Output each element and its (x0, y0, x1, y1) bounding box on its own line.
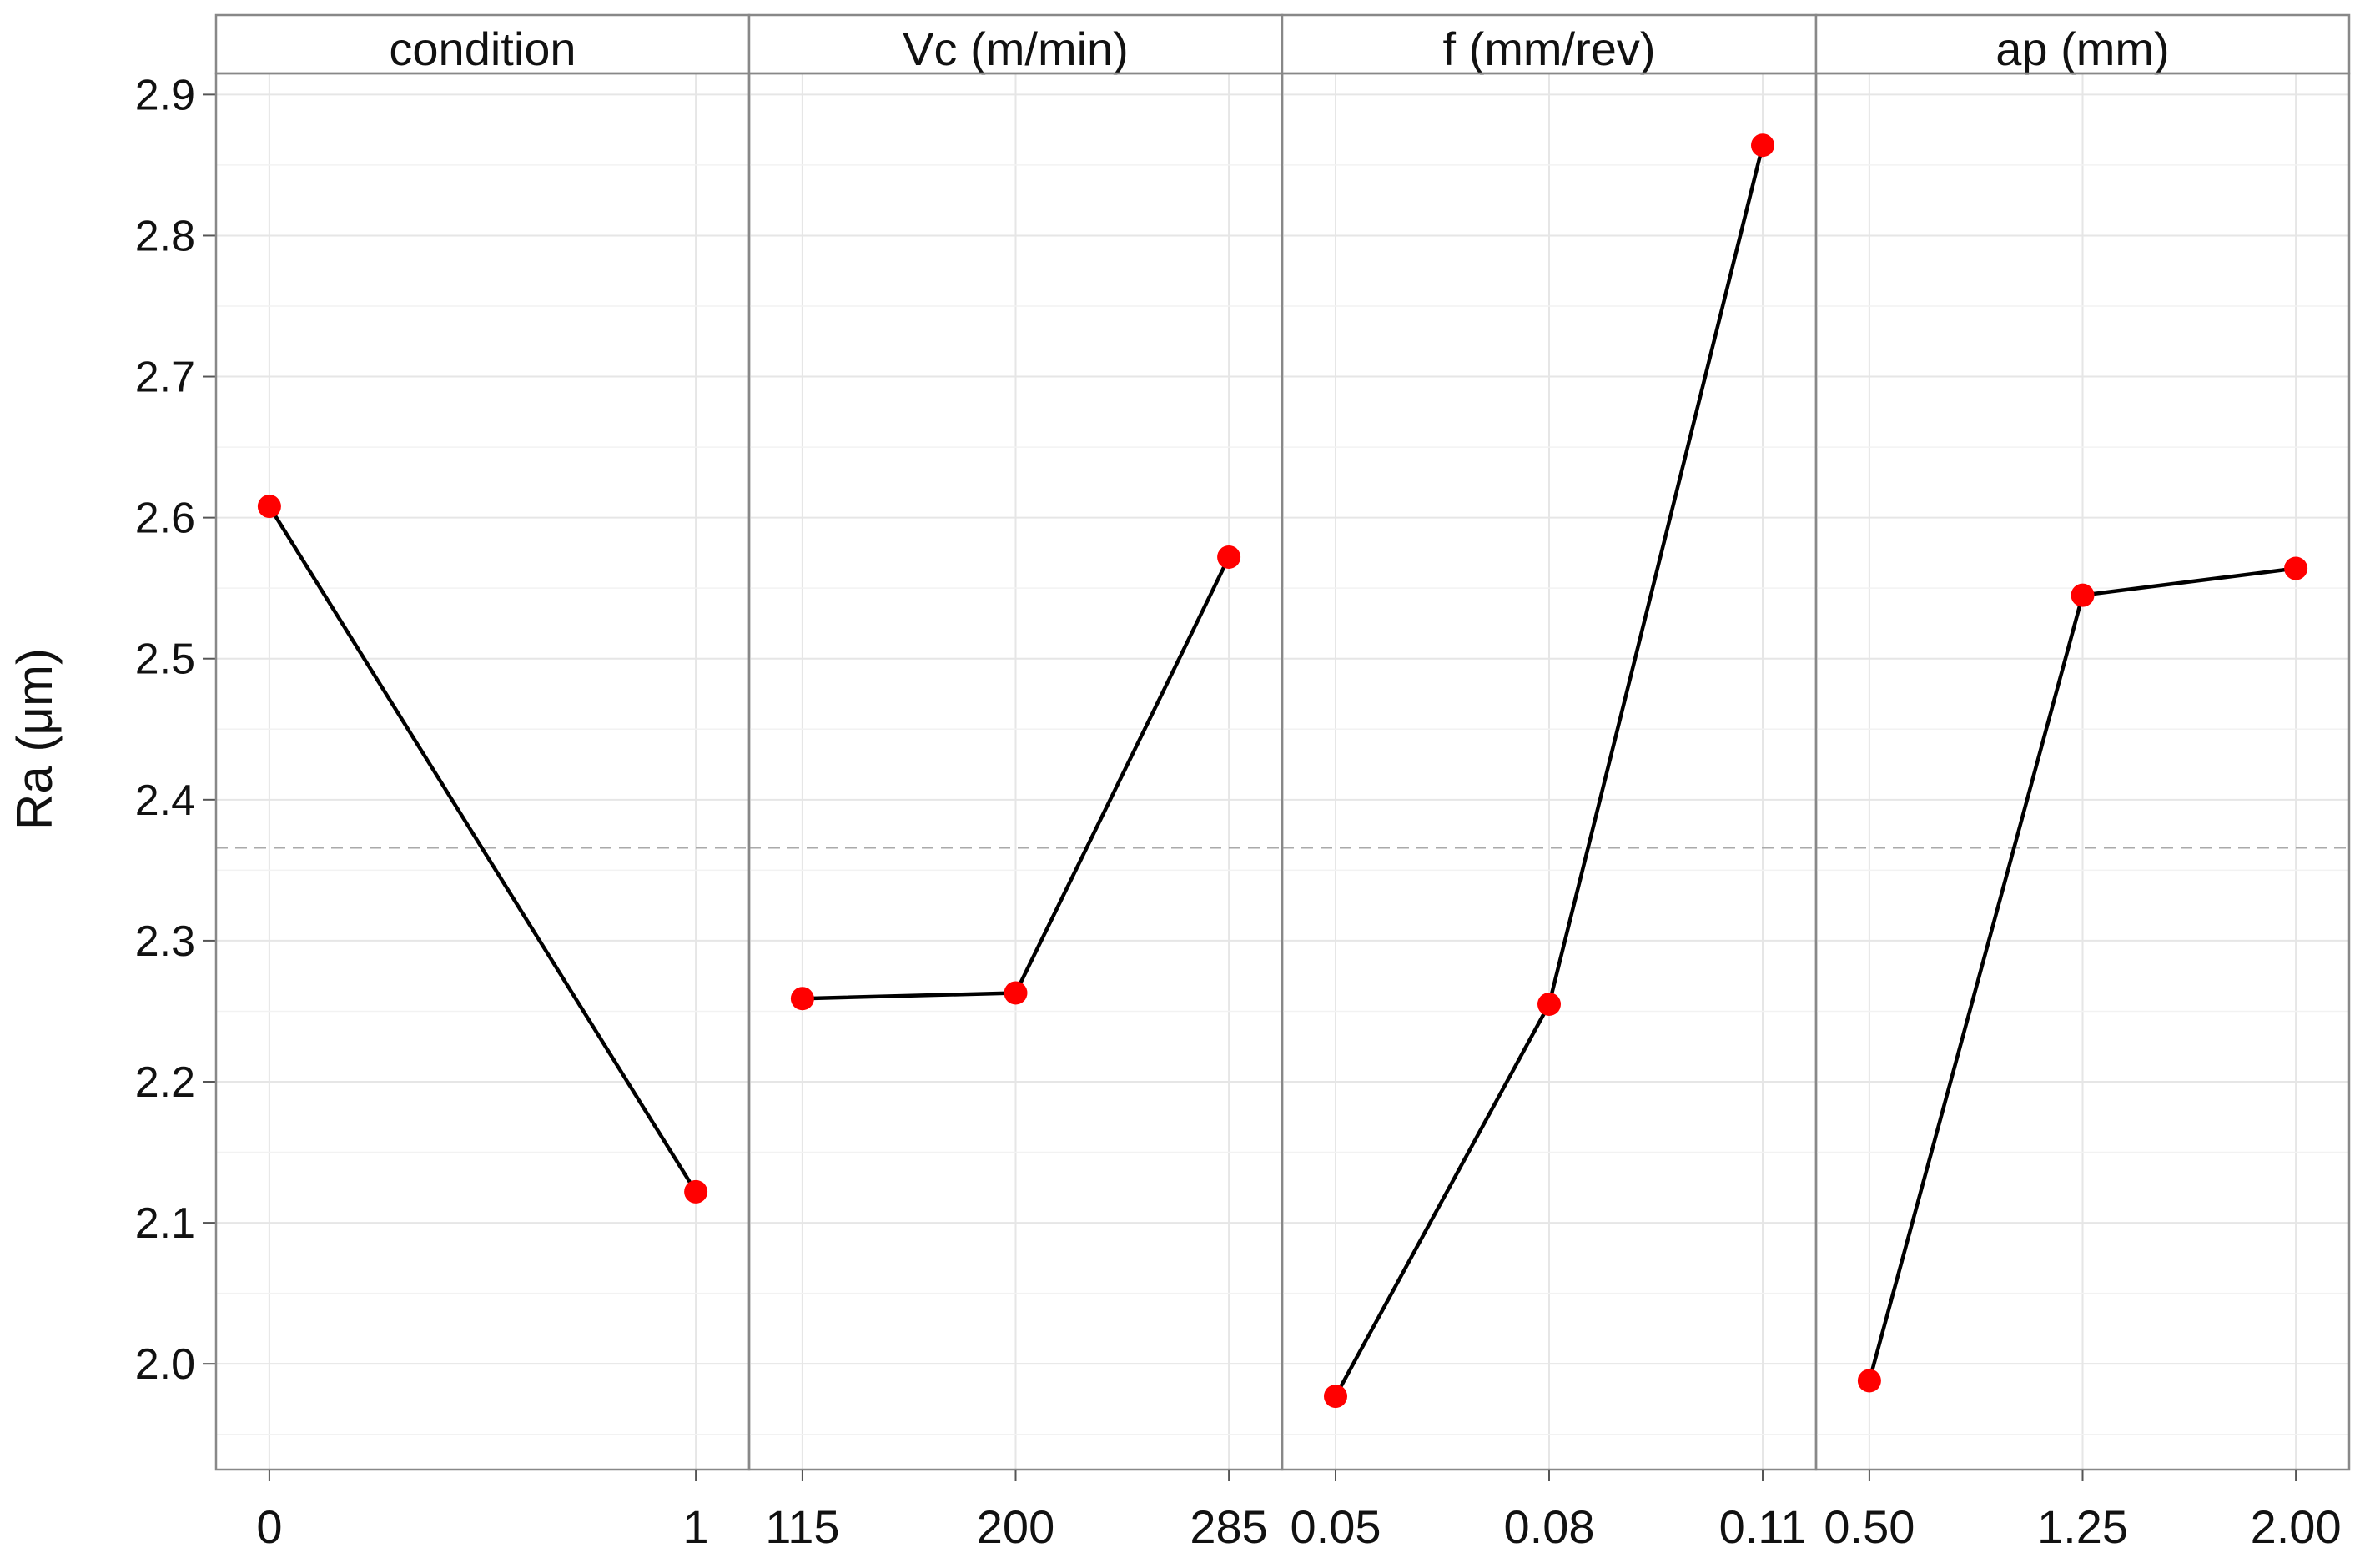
data-point (1324, 1385, 1347, 1409)
y-tick-label: 2.1 (135, 1199, 195, 1248)
data-point (1537, 993, 1561, 1016)
data-point (257, 495, 281, 519)
y-tick-label: 2.9 (135, 71, 195, 119)
facet-strip (1814, 13, 2351, 75)
data-point (2284, 556, 2308, 580)
facet-panel: f (mm/rev) 0.05 0.08 0.11 (1281, 13, 1818, 1553)
y-tick-label: 2.8 (135, 212, 195, 260)
data-point (1857, 1369, 1881, 1393)
y-tick-label: 2.5 (135, 636, 195, 684)
data-point (1217, 545, 1241, 569)
y-tick-label: 2.2 (135, 1058, 195, 1107)
data-point (2071, 583, 2095, 607)
x-tick-label: 0 (256, 1500, 282, 1553)
x-tick-label: 1.25 (2037, 1500, 2128, 1553)
y-tick-label: 2.4 (135, 776, 195, 825)
x-tick-label: 0.05 (1291, 1500, 1381, 1553)
facet-strip (747, 13, 1284, 75)
facet-strip-label: condition (389, 23, 576, 75)
data-point (684, 1179, 708, 1204)
facet-panel: condition 0 1 (214, 13, 751, 1553)
data-point (1004, 981, 1028, 1005)
facet-panels: condition 0 1 Vc (m/min) 115 200 285 f (mm/rev)… (214, 13, 2351, 1553)
y-tick-label: 2.6 (135, 495, 195, 543)
x-tick-label: 0.50 (1824, 1500, 1915, 1553)
facet-strip-label: Vc (m/min) (903, 23, 1129, 75)
data-point (1751, 133, 1774, 158)
x-tick-label: 2.00 (2251, 1500, 2342, 1553)
y-axis: 2.0 2.1 2.2 2.3 2.4 2.5 2.6 2.7 2.8 2.9 (135, 71, 216, 1389)
facet-strip-label: ap (mm) (1995, 23, 2169, 75)
x-tick-label: 1 (683, 1500, 709, 1553)
facet-panel: ap (mm) 0.50 1.25 2.00 (1814, 13, 2351, 1553)
x-tick-label: 285 (1190, 1500, 1267, 1553)
x-tick-label: 0.08 (1504, 1500, 1595, 1553)
y-axis-title: Ra (μm) (7, 648, 63, 830)
x-tick-label: 115 (765, 1500, 839, 1553)
y-tick-label: 2.7 (135, 354, 195, 402)
y-tick-label: 2.3 (135, 917, 195, 966)
effect-line (267, 505, 698, 1194)
x-tick-label: 200 (977, 1500, 1054, 1553)
facet-strip-label: f (mm/rev) (1442, 23, 1655, 75)
data-point (790, 987, 814, 1011)
x-tick-label: 0.11 (1719, 1500, 1807, 1553)
y-tick-label: 2.0 (135, 1340, 195, 1389)
facet-panel: Vc (m/min) 115 200 285 (747, 13, 1284, 1553)
